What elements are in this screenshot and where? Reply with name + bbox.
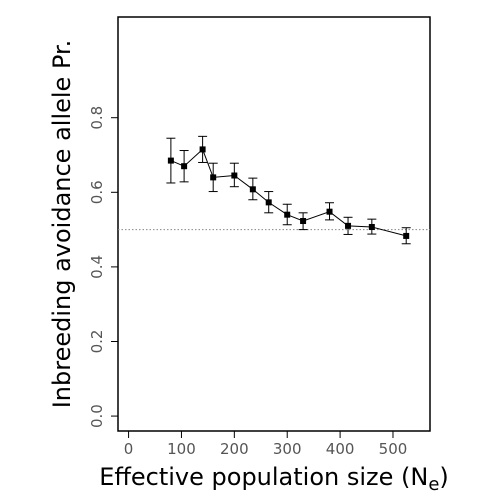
data-point (300, 218, 306, 224)
y-axis: 0.0 0.2 0.4 0.6 0.8 (88, 106, 118, 428)
data-point (369, 224, 375, 230)
x-tick-label: 100 (167, 440, 196, 458)
y-tick-label: 0.8 (88, 106, 106, 130)
plot-frame (118, 17, 430, 431)
x-axis-title: Effective population size (Ne) (99, 463, 449, 495)
data-point (200, 146, 206, 152)
y-axis-title: Inbreeding avoidance allele Pr. (48, 40, 76, 409)
y-tick-label: 0.6 (88, 180, 106, 204)
x-axis-title-main: Effective population size (N (99, 463, 428, 491)
x-axis-title-subscript: e (428, 474, 439, 495)
x-tick-label: 400 (326, 440, 355, 458)
data-point (327, 209, 333, 215)
data-point (231, 173, 237, 179)
data-point (266, 199, 272, 205)
x-tick-label: 300 (273, 440, 302, 458)
y-tick-label: 0.2 (88, 330, 106, 354)
series-layer (166, 136, 410, 243)
data-point (250, 186, 256, 192)
data-point (210, 174, 216, 180)
data-point (284, 212, 290, 218)
data-point (168, 158, 174, 164)
data-point (345, 223, 351, 229)
data-point (403, 233, 409, 239)
x-axis: 0 100 200 300 400 500 (124, 431, 408, 458)
y-tick-label: 0.4 (88, 255, 106, 279)
data-point (181, 163, 187, 169)
x-axis-title-close: ) (439, 463, 448, 491)
x-tick-label: 0 (124, 440, 134, 458)
x-tick-label: 500 (379, 440, 408, 458)
x-tick-label: 200 (220, 440, 249, 458)
y-tick-label: 0.0 (88, 404, 106, 428)
